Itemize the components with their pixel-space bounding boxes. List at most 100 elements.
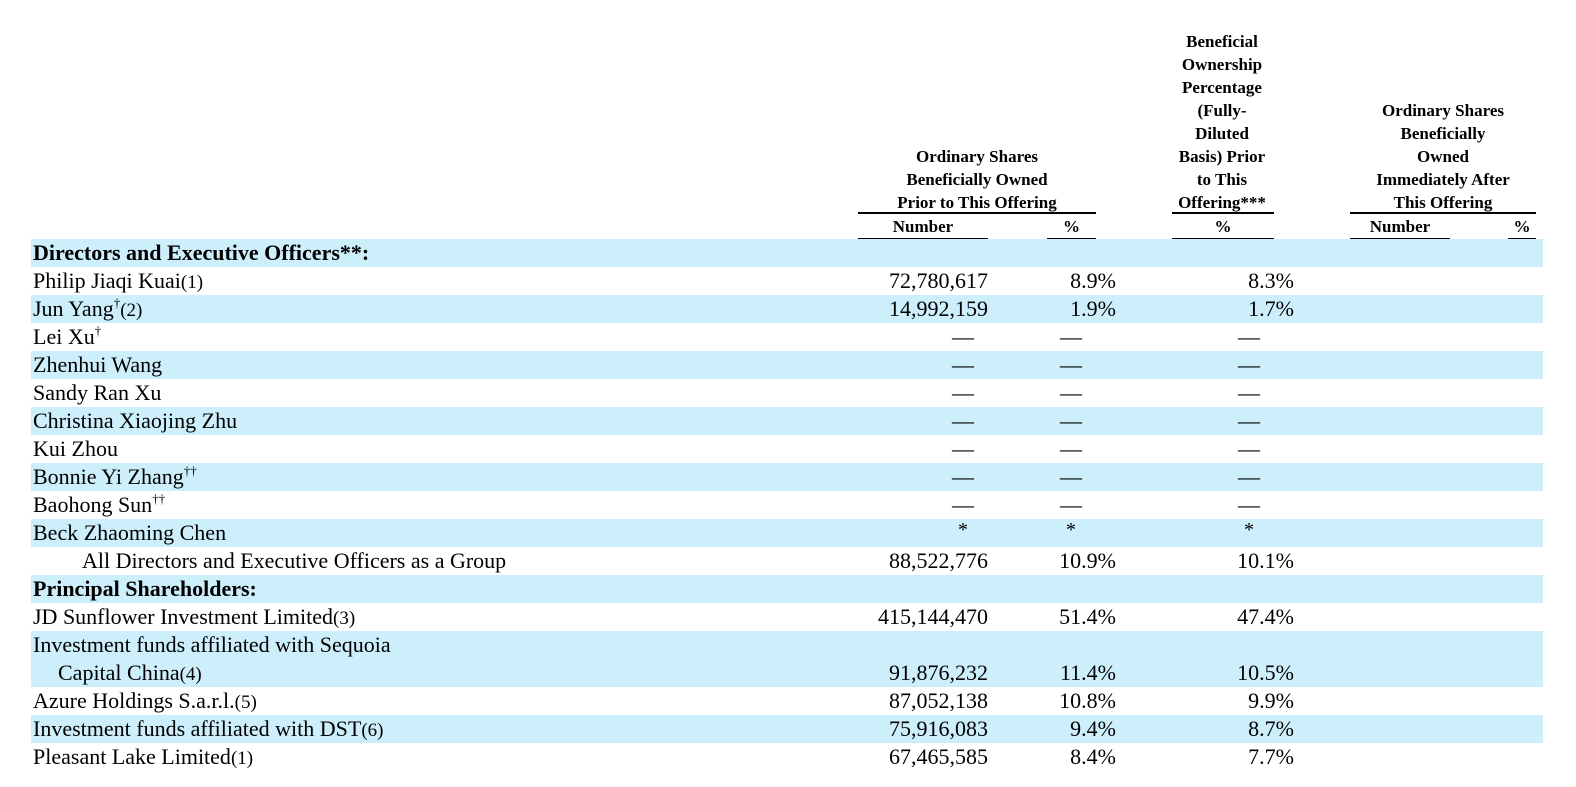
holder-name-text: Sandy Ran Xu [33,380,162,405]
table-row: All Directors and Executive Officers as … [31,547,1543,575]
shares-number: — [952,324,974,349]
table-row: Philip Jiaqi Kuai(1) 72,780,617 8.9% 8.3% [31,267,1543,295]
holder-name: Baohong Sun†† [33,491,165,519]
shares-number: — [952,380,974,405]
footnote-dagger: †† [183,463,197,478]
section-title: Principal Shareholders: [33,575,257,603]
header-prior-rule [858,212,1096,214]
shares-percent: 10.8% [1059,688,1116,713]
header-fd-line: Ownership [1181,55,1263,74]
shares-percent: 10.9% [1059,548,1116,573]
header-fd-line: Basis) Prior [1178,147,1266,166]
shares-number: — [952,408,974,433]
shares-percent: — [1060,436,1082,461]
fully-diluted-percent: 1.7% [1248,296,1294,321]
fully-diluted-percent: — [1238,324,1260,349]
shares-percent: 51.4% [1059,604,1116,629]
header-after-rule [1350,212,1536,214]
holder-name: Zhenhui Wang [33,351,162,379]
shares-percent: — [1060,492,1082,517]
shares-percent: 11.4% [1059,660,1116,685]
shares-number: 72,780,617 [889,268,988,293]
holder-name-text: Philip Jiaqi Kuai [33,268,181,293]
fully-diluted-percent: — [1238,408,1260,433]
header-fully-diluted: Beneficial Ownership Percentage (Fully- … [1162,30,1282,214]
table-row: Investment funds affiliated with Sequoia [31,631,1543,659]
holder-name-text: Kui Zhou [33,436,118,461]
holder-name-text: All Directors and Executive Officers as … [82,548,507,573]
fully-diluted-percent: — [1238,436,1260,461]
header-after-line: Owned [1417,147,1469,166]
shares-number: — [952,352,974,377]
shares-percent: — [1060,408,1082,433]
holder-name: All Directors and Executive Officers as … [82,547,506,575]
shares-percent: 9.4% [1070,716,1116,741]
fully-diluted-percent: — [1238,464,1260,489]
header-prior-group: Ordinary Shares Beneficially Owned Prior… [858,145,1096,214]
holder-name-text: Investment funds affiliated with DST [33,716,362,741]
footnote-ref: (4) [179,664,202,685]
header-after-group: Ordinary Shares Beneficially Owned Immed… [1350,99,1536,214]
shares-percent: — [1060,352,1082,377]
footnote-dagger: † [94,323,102,338]
holder-name: Capital China(4) [58,659,202,687]
fully-diluted-percent: 8.3% [1248,268,1294,293]
holder-name: Investment funds affiliated with DST(6) [33,715,383,743]
holder-name-text: Azure Holdings S.a.r.l. [33,688,235,713]
header-after-line: This Offering [1393,193,1493,212]
holder-name-text: Directors and Executive Officers**: [33,240,370,265]
table-row: Zhenhui Wang — — — [31,351,1543,379]
header-after-line: Immediately After [1376,170,1510,189]
holder-name-text: Baohong Sun [33,492,153,517]
holder-name-text: Jun Yang [33,296,114,321]
shares-number: 67,465,585 [889,744,988,769]
header-prior-number: Number [892,217,954,236]
fully-diluted-percent: 10.5% [1237,660,1294,685]
holder-name-text: JD Sunflower Investment Limited [33,604,334,629]
shares-percent: * [1066,519,1076,541]
holder-name: Bonnie Yi Zhang†† [33,463,197,491]
shares-number: 415,144,470 [878,604,988,629]
holder-name: Investment funds affiliated with Sequoia [33,631,391,659]
shares-number: — [952,436,974,461]
holder-name: Beck Zhaoming Chen [33,519,226,547]
fully-diluted-percent: 9.9% [1248,688,1294,713]
holder-name: Lei Xu† [33,323,101,351]
shares-number: — [952,464,974,489]
table-row: Beck Zhaoming Chen * * * [31,519,1543,547]
shares-number: 75,916,083 [889,716,988,741]
holder-name-text: Principal Shareholders: [33,576,257,601]
fully-diluted-percent: 47.4% [1237,604,1294,629]
holder-name: Sandy Ran Xu [33,379,161,407]
holder-name: Pleasant Lake Limited(1) [33,743,253,771]
footnote-dagger: † [113,295,121,310]
fully-diluted-percent: — [1238,380,1260,405]
header-fd-pct: % [1214,217,1232,236]
holder-name-text: Beck Zhaoming Chen [33,520,227,545]
footnote-ref: (6) [361,720,384,741]
footnote-ref: (3) [333,608,356,629]
fully-diluted-percent: — [1238,492,1260,517]
holder-name-text: Christina Xiaojing Zhu [33,408,238,433]
footnote-ref: (2) [120,300,143,321]
holder-name-text: Bonnie Yi Zhang [33,464,184,489]
header-fd-line: Diluted [1195,124,1249,143]
shares-percent: 8.4% [1070,744,1116,769]
header-prior-pct: % [1063,217,1080,236]
fully-diluted-percent: 10.1% [1237,548,1294,573]
header-fd-line: Beneficial [1186,32,1258,51]
section-header-row: Directors and Executive Officers**: [31,239,1543,267]
header-fd-line: Offering*** [1178,193,1266,212]
table-row: Baohong Sun†† — — — [31,491,1543,519]
header-fd-line: (Fully- [1197,101,1247,120]
holder-name-text: Pleasant Lake Limited [33,744,231,769]
fully-diluted-percent: 7.7% [1248,744,1294,769]
shares-percent: — [1060,324,1082,349]
holder-name: Azure Holdings S.a.r.l.(5) [33,687,257,715]
table-row: Bonnie Yi Zhang†† — — — [31,463,1543,491]
shares-number: 88,522,776 [889,548,988,573]
table-row: Jun Yang†(2) 14,992,159 1.9% 1.7% [31,295,1543,323]
shares-number: 91,876,232 [889,660,988,685]
section-header-row: Principal Shareholders: [31,575,1543,603]
section-title: Directors and Executive Officers**: [33,239,369,267]
